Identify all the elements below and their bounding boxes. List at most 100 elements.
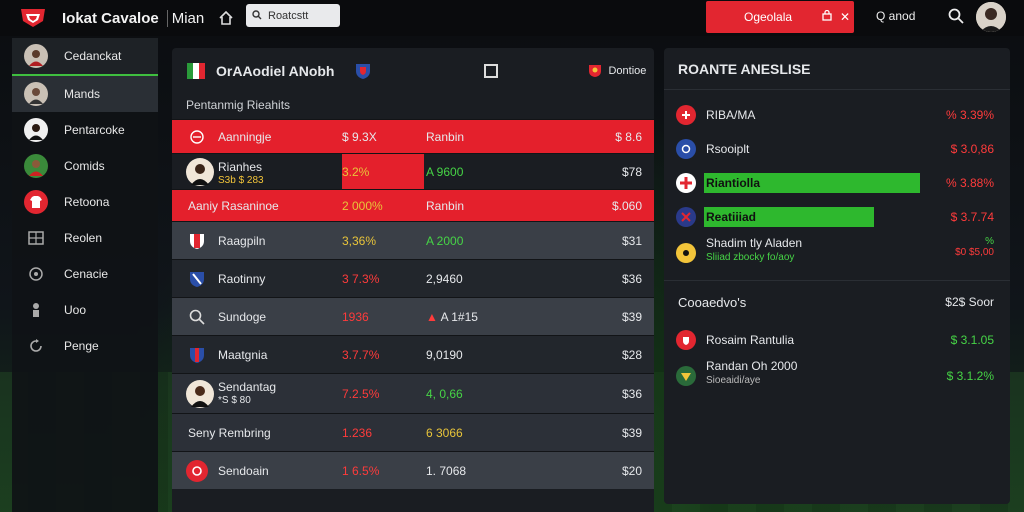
sidebar: Cedanckat Mands Pentarcoke Comids Retoon… [12, 38, 158, 512]
lock-icon [822, 9, 832, 24]
sidebar-item-label: Penge [64, 339, 99, 353]
list-item[interactable]: Rosaim Rantulia $ 3.1.05 [664, 323, 1010, 357]
sidebar-item-label: Cenacie [64, 267, 109, 281]
list-item-value-b: $0 $5,00 [955, 247, 994, 258]
list-item-name: Rosaim Rantulia [706, 333, 795, 347]
row-value-2: 9,0190 [426, 347, 463, 362]
club-crest-icon [676, 243, 696, 263]
list-item-name-text: Shadim tly Aladen [706, 236, 803, 250]
row-value-2: 1. 7068 [426, 463, 467, 478]
row-value-1: 3.7.7% [342, 347, 380, 362]
avatar [24, 154, 48, 178]
up-arrow-icon: ▲ [426, 309, 438, 324]
row-value-3: $36 [621, 386, 642, 401]
section-label: Pentanmig Rieahits [186, 98, 291, 112]
list-item-name: Riantiolla [706, 176, 761, 190]
expand-icon[interactable] [484, 64, 499, 78]
club-icon [588, 64, 602, 78]
row-name: Sendantag *S $ 80 [218, 381, 276, 407]
sidebar-item-0[interactable]: Cedanckat [12, 38, 158, 76]
list-item-name: Randan Oh 2000 Sioeaidi/aye [706, 360, 797, 387]
person-icon [24, 298, 48, 322]
row-value-3: $ 8.6 [615, 129, 642, 144]
row-value-1: 1936 [342, 309, 369, 324]
row-name: Seny Rembring [188, 425, 271, 440]
search-icon [252, 7, 262, 25]
list-item-value: % 3.39% [945, 108, 994, 122]
list-item-value: % $0 $5,00 [955, 236, 994, 258]
table-row[interactable]: Maatgnia 3.7.7% 9,0190 $28 [172, 335, 654, 373]
table-row[interactable]: Seny Rembring 1.236 6 3066 $39 [172, 413, 654, 451]
app-logo-icon[interactable] [18, 7, 48, 29]
table-row[interactable]: Raotinny 3 7.3% 2,9460 $36 [172, 259, 654, 297]
row-value-3: $78 [621, 164, 642, 179]
list-item-value: % 3.88% [945, 176, 994, 190]
list-item[interactable]: Shadim tly Aladen Sliiad zbocky fo/aoy % $… [664, 234, 1010, 272]
avatar [186, 379, 214, 408]
sidebar-item-label: Retoona [64, 195, 110, 209]
alert-button[interactable]: Ogeolala ✕ [706, 1, 854, 33]
row-value-1: 2 000% [342, 198, 383, 213]
analysis-title: ROANTE ANESLISE [664, 48, 1010, 90]
home-icon[interactable] [218, 10, 234, 26]
sidebar-item-label: Comids [64, 159, 105, 173]
list-item[interactable]: Rsooiplt $ 3.0,86 [664, 132, 1010, 166]
row-value-3: $20 [621, 463, 642, 478]
progress-bar [704, 207, 874, 227]
club-crest-icon [676, 207, 696, 227]
club-crest-icon [676, 366, 696, 386]
row-value-1: 7.2.5% [342, 386, 380, 401]
app-title: Iokat Cavaloe [62, 9, 159, 27]
table-row[interactable]: Aanningje $ 9.3X Ranbin $ 8.6 [172, 119, 654, 153]
sidebar-item-2[interactable]: Pentarcoke [12, 112, 158, 148]
row-value-2: 6 3066 [426, 425, 463, 440]
close-icon[interactable]: ✕ [840, 10, 851, 24]
flag-icon [186, 230, 208, 252]
sidebar-item-3[interactable]: Comids [12, 148, 158, 184]
club-label: Dontioe [608, 65, 647, 77]
list-item[interactable]: Reatiiiad $ 3.7.74 [664, 200, 1010, 234]
sidebar-item-6[interactable]: Cenacie [12, 256, 158, 292]
list-item[interactable]: RIBA/MA % 3.39% [664, 98, 1010, 132]
flag-icon [186, 61, 206, 81]
user-avatar[interactable] [976, 2, 1006, 32]
sidebar-item-7[interactable]: Uoo [12, 292, 158, 328]
search-icon[interactable] [948, 8, 964, 24]
row-value-2: Ranbin [426, 198, 465, 213]
table-row[interactable]: Sendantag *S $ 80 7.2.5% 4, 0,66 $36 [172, 373, 654, 413]
table-row[interactable]: Sundoge 1936 ▲ A 1#15 $39 [172, 297, 654, 335]
list-item-name-text: Randan Oh 2000 [706, 359, 798, 373]
divider [664, 280, 1010, 281]
profile-link[interactable]: Q anod [876, 9, 916, 23]
row-sub-text: S3b $ 283 [218, 175, 264, 186]
sidebar-item-5[interactable]: Reolen [12, 220, 158, 256]
list-item[interactable]: Randan Oh 2000 Sioeaidi/aye $ 3.1.2% [664, 357, 1010, 395]
sidebar-item-8[interactable]: Penge [12, 328, 158, 364]
table-row[interactable]: Aaniy Rasaninoe 2 000% Ranbin $.060 [172, 189, 654, 221]
search-input[interactable]: Roatcstt [246, 4, 340, 27]
row-value-2: 4, 0,66 [426, 386, 463, 401]
row-name-text: Rianhes [218, 160, 263, 174]
list-item-value: $ 3.1.05 [950, 333, 994, 347]
list-item-value: $ 3.7.74 [950, 210, 994, 224]
row-value-1: 1.236 [342, 425, 373, 440]
row-value-3: $28 [621, 347, 642, 362]
row-name: Aaniy Rasaninoe [188, 198, 279, 213]
table-row[interactable]: Raagpiln 3,36% A 2000 $31 [172, 221, 654, 259]
list-item[interactable]: Riantiolla % 3.88% [664, 166, 1010, 200]
club-crest-icon [676, 330, 696, 350]
row-value-3: $36 [621, 271, 642, 286]
sidebar-item-label: Mands [64, 87, 101, 101]
sidebar-item-label: Reolen [64, 231, 103, 245]
list-item-name: Reatiiiad [706, 210, 757, 224]
row-value-3: $39 [621, 309, 642, 324]
avatar [24, 118, 48, 142]
row-value-1: 1 6.5% [342, 463, 380, 478]
sidebar-item-4[interactable]: Retoona [12, 184, 158, 220]
sidebar-item-1[interactable]: Mands [12, 76, 158, 112]
table-row[interactable]: Rianhes S3b $ 283 3.2% A 9600 $78 [172, 153, 654, 189]
row-value-1: 3,36% [342, 233, 377, 248]
table-row[interactable]: Sendoain 1 6.5% 1. 7068 $20 [172, 451, 654, 489]
list-item-name: Shadim tly Aladen Sliiad zbocky fo/aoy [706, 237, 802, 264]
club-crest-icon [354, 62, 372, 80]
